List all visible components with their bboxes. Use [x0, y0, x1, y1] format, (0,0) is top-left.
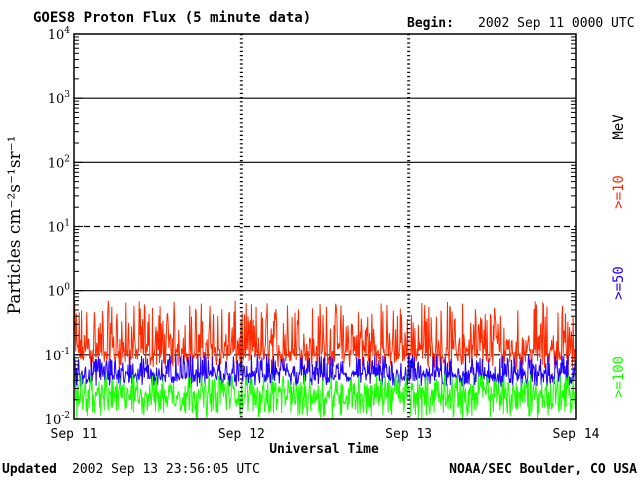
- y-axis-label: Particles cm⁻²s⁻¹sr⁻¹: [5, 136, 25, 315]
- legend-entry-ge50: >=50: [611, 266, 627, 300]
- chart-title: GOES8 Proton Flux (5 minute data): [33, 10, 311, 26]
- plot-frame-layer: [73, 33, 577, 420]
- y-tick-label: 103: [48, 90, 71, 107]
- x-tick-label: Sep 13: [385, 427, 432, 442]
- y-tick-label: 101: [48, 219, 70, 236]
- series-layer: [73, 300, 577, 419]
- begin-value: 2002 Sep 11 0000 UTC: [478, 16, 635, 31]
- x-tick-label: Sep 14: [553, 427, 600, 442]
- updated-label: Updated: [2, 462, 57, 477]
- legend-entry-ge100: >=100: [611, 356, 627, 398]
- y-tick-label: 10-2: [45, 411, 70, 428]
- x-tick-label: Sep 11: [51, 427, 98, 442]
- y-tick-label: 104: [48, 26, 71, 43]
- legend-entry-ge10: >=10: [611, 175, 627, 209]
- y-tick-label: 100: [48, 283, 71, 300]
- y-tick-label: 102: [48, 154, 70, 171]
- x-tick-label: Sep 12: [218, 427, 265, 442]
- y-tick-label: 10-1: [45, 347, 70, 364]
- legend-unit-label: MeV: [611, 114, 627, 140]
- series-line-ge50: [73, 354, 577, 389]
- series-line-ge100: [73, 374, 577, 419]
- x-tick-labels: Sep 11 Sep 12 Sep 13 Sep 14: [51, 427, 600, 442]
- credit-text: NOAA/SEC Boulder, CO USA: [449, 462, 637, 477]
- x-axis-label: Universal Time: [269, 442, 379, 457]
- y-tick-labels: 10-2 10-1 100 101 102 103 104: [45, 26, 71, 428]
- updated-value: 2002 Sep 13 23:56:05 UTC: [72, 462, 260, 477]
- begin-label: Begin:: [407, 16, 454, 31]
